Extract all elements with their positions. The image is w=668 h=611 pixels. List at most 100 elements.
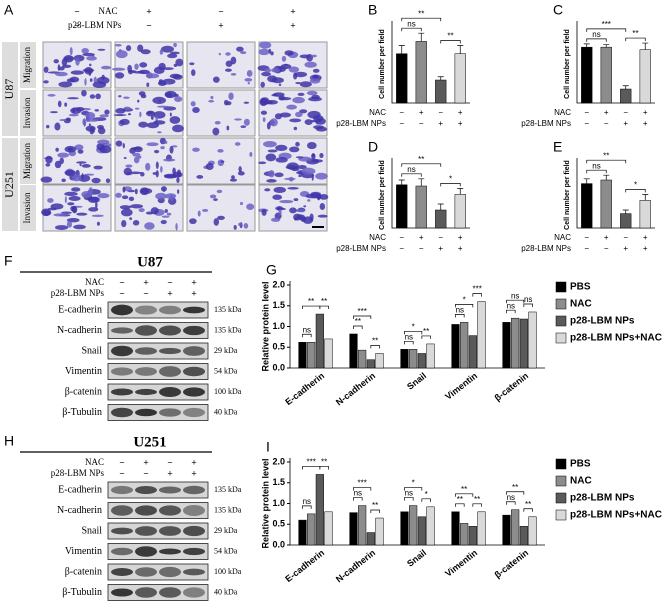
cell-stain [115,50,128,59]
sign: − [584,233,589,242]
cell-stain [159,49,164,55]
significance-label: * [634,181,637,190]
legend-label: PBS [570,459,591,470]
cell-stain [298,174,302,178]
significance-bracket [302,305,321,310]
cell-stain [197,210,201,217]
significance-bracket [625,37,646,42]
cell-stain [43,80,49,84]
cell-stain [240,51,247,55]
cell-stain [225,52,231,56]
cell-stain [71,174,82,182]
cell-stain [82,52,95,57]
sign: − [119,288,124,298]
cell-stain [284,50,294,56]
y-tick-label: 2.0 [272,279,285,289]
cell-stain [61,211,72,215]
cell-stain [55,147,59,152]
cell-stain [229,178,238,182]
cell-stain [271,67,280,73]
x-tick-label: E-cadherin [283,548,326,585]
band [183,325,205,336]
cell-stain [225,60,233,67]
sign: + [143,457,148,467]
bar [349,512,358,546]
sign: + [643,108,648,117]
cell-stain [104,109,110,115]
legend-label: p28-LBM NPs+NAC [570,333,662,344]
sign: − [399,108,404,117]
bar [366,532,375,546]
cell-stain [275,156,288,163]
significance-bracket [421,335,431,339]
band [135,325,157,336]
cell-stain [89,126,95,135]
cell-stain [205,163,214,170]
significance-label: ns [405,489,413,498]
bar [620,213,632,229]
bar [511,509,520,546]
significance-bracket [586,28,627,32]
cell-stain [67,202,75,206]
cell-stain [68,195,81,202]
sign: − [419,244,424,253]
condition-name: NAC [554,108,571,117]
cell-stain [81,164,91,168]
cell-stain [134,107,140,110]
band-size: 40 kDa [214,587,238,596]
band [159,526,181,536]
cell-stain [66,218,80,223]
cell-stain [127,64,133,73]
significance-label: ** [474,495,480,504]
sign: + [458,233,463,242]
cell-stain [263,140,277,148]
error-bar [398,179,405,185]
sign: + [290,20,295,30]
cell-stain [304,61,317,68]
cell-stain [63,54,74,63]
cell-line-name: U87 [2,79,16,100]
cell-stain [284,177,296,181]
y-tick-label: 1.0 [272,321,285,331]
assay-box [20,138,36,184]
cell-stain [172,74,183,80]
cell-stain [134,63,139,70]
cell-stain [167,53,178,59]
sign: − [119,277,124,287]
band [111,505,133,516]
cell-stain [146,142,159,147]
cell-stain [82,118,87,126]
band [183,485,205,495]
cell-stain [64,102,68,107]
cell-stain [146,82,150,87]
cell-stain [274,172,284,178]
cell-stain [113,114,127,117]
bar [298,519,307,546]
cell-stain [91,177,101,184]
cell-stain [125,164,133,168]
cell-stain [190,101,196,107]
cell-stain [89,78,93,82]
cell-stain [171,145,178,148]
cell-stain [84,78,87,86]
significance-bracket [506,491,525,495]
protein-name: β-catenin [65,566,102,577]
significance-label: ns [524,295,532,304]
bar [435,209,447,229]
cell-stain [81,47,89,54]
protein-name: Snail [81,525,102,536]
cell-stain [169,112,172,117]
cell-stain [264,67,272,73]
band-size: 40 kDa [214,407,238,416]
sign: + [191,288,196,298]
assay-name: Invasion [22,192,32,223]
significance-label: ** [457,495,463,504]
cell-stain [172,124,184,133]
cell-stain [315,126,328,132]
cell-stain [81,89,87,97]
band [183,306,205,314]
band [159,505,181,516]
protein-name: E-cadherin [58,304,102,315]
significance-bracket [319,466,329,470]
cell-stain [238,166,242,173]
